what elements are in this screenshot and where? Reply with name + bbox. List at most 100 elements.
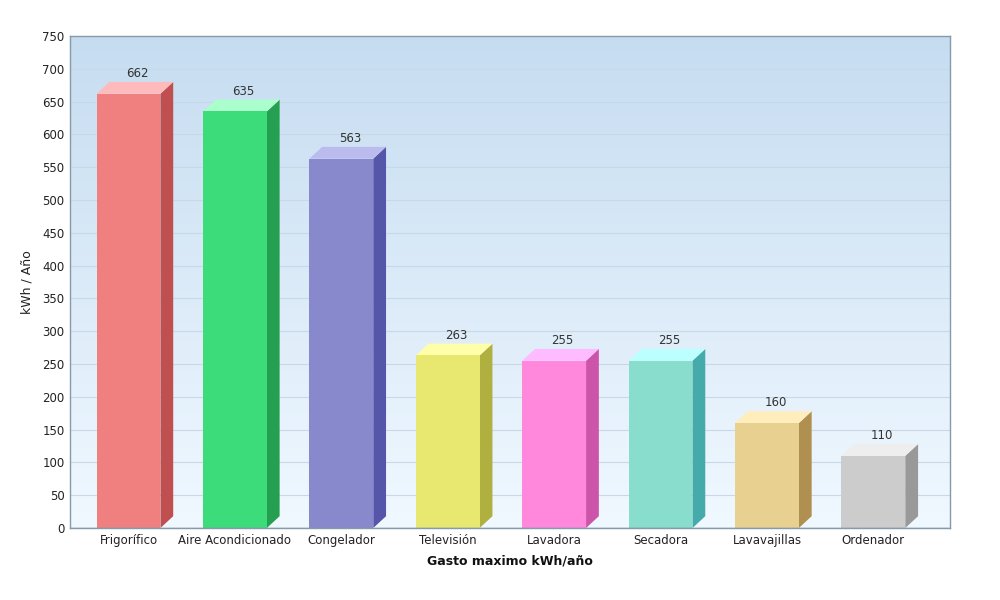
Bar xyxy=(70,496,950,497)
Bar xyxy=(70,399,950,401)
Bar xyxy=(70,115,950,117)
Bar xyxy=(70,167,950,169)
Polygon shape xyxy=(480,344,492,528)
Bar xyxy=(70,165,950,167)
Bar xyxy=(70,46,950,47)
Bar xyxy=(70,49,950,52)
Bar xyxy=(70,265,950,266)
Bar xyxy=(70,340,950,341)
Polygon shape xyxy=(522,349,599,361)
Polygon shape xyxy=(692,349,705,528)
Bar xyxy=(70,170,950,172)
Bar xyxy=(70,272,950,274)
Bar xyxy=(70,322,950,324)
Bar xyxy=(70,103,950,105)
Bar xyxy=(70,517,950,518)
Bar xyxy=(97,94,160,528)
Bar xyxy=(70,426,950,428)
Bar xyxy=(70,76,950,78)
Bar xyxy=(70,463,950,464)
Bar xyxy=(70,52,950,53)
Bar xyxy=(70,368,950,370)
Bar xyxy=(70,226,950,228)
Polygon shape xyxy=(586,349,599,528)
Bar xyxy=(70,82,950,84)
Bar xyxy=(70,343,950,346)
Bar xyxy=(70,74,950,76)
Bar xyxy=(70,182,950,184)
Bar xyxy=(70,397,950,399)
Bar xyxy=(70,223,950,224)
Bar xyxy=(70,520,950,522)
Bar xyxy=(70,453,950,455)
Bar xyxy=(70,78,950,80)
Bar xyxy=(70,38,950,40)
Bar xyxy=(70,176,950,178)
Bar xyxy=(70,374,950,376)
Bar xyxy=(70,324,950,326)
Bar xyxy=(70,71,950,73)
Text: 110: 110 xyxy=(871,429,893,442)
Bar xyxy=(70,197,950,199)
Bar xyxy=(70,240,950,242)
Bar xyxy=(70,405,950,407)
Bar xyxy=(70,278,950,280)
Bar xyxy=(70,328,950,330)
Polygon shape xyxy=(309,147,386,158)
Bar xyxy=(70,469,950,470)
Bar xyxy=(841,456,905,528)
Bar xyxy=(70,320,950,322)
Polygon shape xyxy=(97,82,173,94)
Bar xyxy=(70,526,950,528)
Bar xyxy=(70,68,950,71)
Bar xyxy=(70,394,950,395)
Bar xyxy=(70,244,950,245)
Bar xyxy=(70,497,950,499)
Bar xyxy=(70,242,950,244)
Bar xyxy=(70,461,950,463)
Bar xyxy=(70,178,950,180)
Bar xyxy=(70,311,950,313)
Bar xyxy=(70,151,950,153)
Bar xyxy=(70,88,950,90)
Bar xyxy=(70,309,950,311)
Bar xyxy=(70,467,950,469)
Bar xyxy=(70,367,950,368)
Bar xyxy=(70,437,950,440)
Bar xyxy=(70,119,950,121)
Bar xyxy=(70,491,950,493)
Bar xyxy=(203,112,267,528)
Bar xyxy=(70,42,950,44)
Bar xyxy=(70,213,950,215)
Bar xyxy=(70,501,950,503)
Bar xyxy=(70,224,950,226)
Bar xyxy=(70,172,950,175)
Bar xyxy=(70,413,950,415)
Bar xyxy=(70,512,950,515)
Bar xyxy=(70,251,950,253)
Bar xyxy=(70,138,950,140)
Bar xyxy=(70,395,950,397)
Bar xyxy=(70,128,950,130)
Bar xyxy=(70,332,950,334)
Bar xyxy=(70,259,950,261)
Bar xyxy=(70,217,950,218)
Bar xyxy=(70,80,950,82)
Bar xyxy=(70,522,950,524)
Bar xyxy=(70,474,950,476)
Bar xyxy=(629,361,692,528)
Bar xyxy=(70,443,950,445)
Bar xyxy=(70,373,950,374)
Bar xyxy=(70,111,950,113)
Bar xyxy=(70,505,950,507)
Bar xyxy=(70,357,950,359)
Bar xyxy=(70,155,950,157)
Bar xyxy=(416,355,480,528)
Bar xyxy=(70,136,950,138)
Bar xyxy=(70,236,950,238)
Bar xyxy=(70,101,950,103)
Bar xyxy=(70,389,950,392)
Bar xyxy=(70,97,950,100)
Bar xyxy=(70,250,950,251)
Bar xyxy=(70,238,950,240)
